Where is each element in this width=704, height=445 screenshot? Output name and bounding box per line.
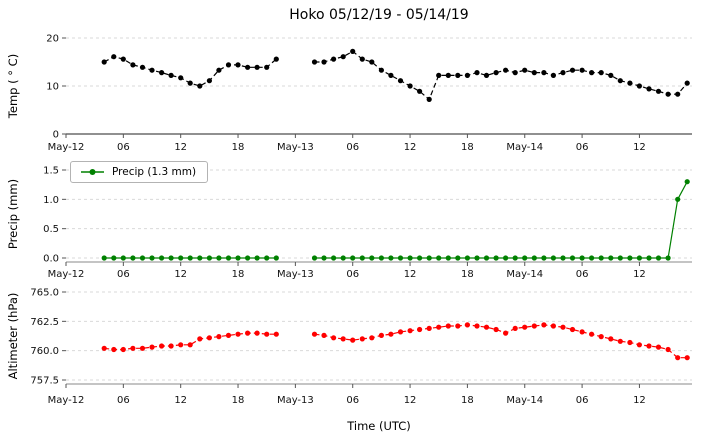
precip-legend: Precip (1.3 mm) [70,161,209,183]
precip-xtick-label: 06 [576,269,589,280]
precip-xtick-label: 12 [633,269,646,280]
altimeter-xtick-label: 06 [576,395,589,406]
legend-label: Precip (1.3 mm) [112,166,197,178]
precip-ytick-label: 0.0 [43,254,59,265]
altimeter-subplot: 757.5 760.0 762.5 765.0 May-12 06 12 18 May-13 06… [30,288,692,406]
temperature-xtick-label: 12 [404,142,417,153]
altimeter-ytick-label: 760.0 [30,346,59,357]
temperature-xtick-label: May-14 [506,142,543,153]
altimeter-xtick-label: 18 [461,395,474,406]
altimeter-xtick-label: 18 [232,395,245,406]
precip-xtick-label: May-12 [48,269,85,280]
precip-xtick-label: 12 [174,269,187,280]
temperature-ytick-label: 10 [46,82,59,93]
temperature-ytick-label: 20 [46,34,59,45]
temperature-xtick-label: 18 [232,142,245,153]
precip-ytick-label: 1.5 [43,166,59,177]
precip-xtick-label: 06 [346,269,359,280]
x-axis-label: Time (UTC) [347,419,411,433]
altimeter-ytick-label: 765.0 [30,288,59,299]
precip-ytick-label: 1.0 [43,195,59,206]
temperature-subplot: 0 10 20 May-12 06 12 18 May-13 06 12 18 May-14 06 12 [46,34,692,153]
temperature-xtick-label: May-12 [48,142,85,153]
precip-xtick-label: 18 [232,269,245,280]
altimeter-xtick-label: 06 [117,395,130,406]
temperature-xtick-label: 06 [346,142,359,153]
altimeter-xtick-label: 06 [346,395,359,406]
altimeter-xtick-label: May-12 [48,395,85,406]
temperature-xtick-label: 12 [174,142,187,153]
precip-xtick-label: 12 [404,269,417,280]
altimeter-ytick-label: 757.5 [30,376,59,387]
precip-subplot: 0.0 0.5 1.0 1.5 May-12 06 12 18 May-13 06 12 18 May-… [43,166,692,280]
precip-ytick-label: 0.5 [43,224,59,235]
temperature-xtick-label: 06 [117,142,130,153]
altimeter-xtick-label: May-14 [506,395,543,406]
altimeter-xtick-label: 12 [633,395,646,406]
temperature-xtick-label: May-13 [277,142,314,153]
altimeter-xtick-label: May-13 [277,395,314,406]
temperature-xtick-label: 18 [461,142,474,153]
temperature-xtick-label: 06 [576,142,589,153]
precip-xtick-label: 18 [461,269,474,280]
temperature-xtick-label: 12 [633,142,646,153]
altimeter-xtick-label: 12 [404,395,417,406]
temperature-ytick-label: 0 [53,130,59,141]
altimeter-xtick-label: 12 [174,395,187,406]
precip-xtick-label: 06 [117,269,130,280]
legend-line-icon [81,169,104,175]
precip-xtick-label: May-14 [506,269,543,280]
altimeter-ytick-label: 762.5 [30,317,59,328]
chart-title: Hoko 05/12/19 - 05/14/19 [289,7,469,23]
precip-xtick-label: May-13 [277,269,314,280]
